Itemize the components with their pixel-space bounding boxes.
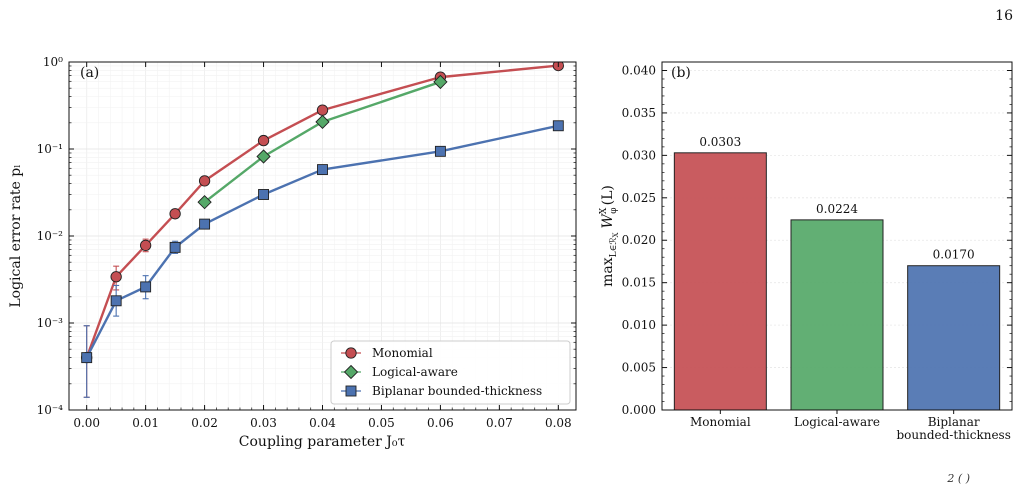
- panel-a-ticks: 0.00 0.01 0.02 0.03 0.04 0.05 0.06 0.07 0.08 10⁻⁴…: [37, 55, 576, 430]
- legend-label-logical-aware: Logical-aware: [372, 365, 458, 379]
- bar-value-label: 0.0303: [699, 135, 741, 149]
- y-tick-label: 10⁻⁴: [37, 403, 64, 417]
- panel-b-ticks: 0.000 0.005 0.010 0.015 0.020 0.025 0.030 0.035…: [622, 63, 1012, 442]
- y-tick-label: 0.000: [622, 403, 656, 417]
- x-tick-label: 0.04: [309, 416, 336, 430]
- x-tick-label: 0.06: [427, 416, 454, 430]
- x-tick-label: Logical-aware: [794, 415, 880, 429]
- y-tick-label: 0.035: [622, 106, 656, 120]
- y-tick-label: 0.040: [622, 63, 656, 77]
- data-point-biplanar-bounded-thickness: [140, 281, 152, 293]
- x-tick-label: Monomial: [690, 415, 751, 429]
- data-point-biplanar-bounded-thickness: [317, 164, 328, 176]
- panel-a-ylabel: Logical error rate pₗ: [8, 164, 24, 307]
- ylabel-sub: L∈ℛ: [609, 237, 619, 257]
- x-tick-label: 0.03: [250, 416, 277, 430]
- legend-marker-monomial: [345, 347, 357, 359]
- page-number: 16: [995, 8, 1013, 24]
- y-tick-label: 10⁻²: [37, 229, 64, 243]
- cutoff-text: 2 ( ): [947, 472, 970, 485]
- y-tick-label: 10⁻³: [37, 316, 64, 330]
- data-point-logical-aware: [197, 195, 212, 210]
- data-point-monomial: [169, 208, 181, 220]
- panel-a-label: (a): [80, 65, 99, 81]
- data-point-monomial: [316, 104, 329, 116]
- ylabel-wsup: X: [599, 207, 609, 214]
- bar-value-label: 0.0224: [816, 202, 858, 216]
- x-tick-label: 0.07: [486, 416, 513, 430]
- data-point-monomial: [257, 134, 270, 147]
- legend-label-monomial: Monomial: [372, 346, 433, 360]
- y-tick-label: 10⁰: [43, 55, 63, 69]
- data-point-logical-aware: [433, 74, 448, 90]
- x-tick-label: 0.02: [191, 416, 218, 430]
- data-point-monomial: [139, 239, 152, 252]
- series-line-logical-aware: [203, 80, 441, 204]
- x-tick-label: 0.00: [73, 416, 100, 430]
- panel-b-bars: 0.0303 0.0224 0.0170: [673, 135, 1001, 411]
- legend-marker-biplanar-bounded-thickness: [345, 385, 357, 397]
- data-point-biplanar-bounded-thickness: [434, 145, 446, 157]
- data-point-monomial: [198, 175, 211, 187]
- ylabel-w: W: [600, 213, 616, 229]
- x-tick-label: 0.08: [545, 416, 572, 430]
- legend-label-biplanar-bounded-thickness: Biplanar bounded-thickness: [372, 384, 542, 398]
- data-point-biplanar-bounded-thickness: [110, 295, 122, 307]
- bar-monomial: [673, 152, 767, 411]
- y-tick-label: 0.030: [622, 148, 656, 162]
- y-tick-label: 0.025: [622, 191, 656, 205]
- panel-a-grid: [69, 61, 576, 411]
- series-biplanar-bounded-thickness: [81, 120, 564, 398]
- ylabel-wsub: φ: [609, 207, 619, 213]
- data-point-biplanar-bounded-thickness: [552, 120, 564, 132]
- y-tick-label: 10⁻¹: [37, 142, 63, 156]
- panel-a-xlabel: Coupling parameter J₀τ: [239, 434, 406, 450]
- panel-a-series: [81, 62, 564, 398]
- data-point-biplanar-bounded-thickness: [81, 352, 93, 364]
- x-tick-label: 0.05: [368, 416, 395, 430]
- x-tick-label: Biplanar: [928, 415, 980, 429]
- data-point-logical-aware: [256, 149, 271, 164]
- panel-b-label: (b): [671, 65, 691, 81]
- ylabel-arg: (L): [600, 185, 616, 205]
- data-point-biplanar-bounded-thickness: [258, 189, 269, 200]
- legend-box: [330, 340, 571, 405]
- ylabel-max: max: [600, 257, 616, 287]
- x-tick-label: 0.01: [132, 416, 159, 430]
- y-tick-label: 0.005: [622, 361, 656, 375]
- data-point-biplanar-bounded-thickness: [169, 241, 181, 253]
- svg-text:maxL∈ℛXWXφ(L): maxL∈ℛXWXφ(L): [599, 185, 620, 287]
- bar-biplanar-bounded-thickness: [907, 265, 1001, 411]
- data-point-monomial: [110, 271, 122, 283]
- panel-a-chart: 0.00 0.01 0.02 0.03 0.04 0.05 0.06 0.07 0.08 10⁻⁴…: [8, 55, 577, 450]
- bar-value-label: 0.0170: [933, 248, 975, 262]
- series-logical-aware: [197, 74, 448, 210]
- bar-logical-aware: [790, 219, 884, 411]
- panel-a-legend: Monomial Logical-aware Biplanar bounded-th…: [330, 340, 571, 405]
- legend-marker-logical-aware: [343, 364, 359, 380]
- data-point-logical-aware: [315, 114, 330, 130]
- data-point-biplanar-bounded-thickness: [199, 218, 211, 230]
- x-tick-label: bounded-thickness: [896, 428, 1010, 442]
- y-tick-label: 0.015: [622, 276, 656, 290]
- y-tick-label: 0.010: [622, 318, 656, 332]
- ylabel-sub2: X: [612, 232, 620, 237]
- y-tick-label: 0.020: [622, 233, 656, 247]
- panel-b-ylabel: maxL∈ℛXWXφ(L): [599, 185, 620, 287]
